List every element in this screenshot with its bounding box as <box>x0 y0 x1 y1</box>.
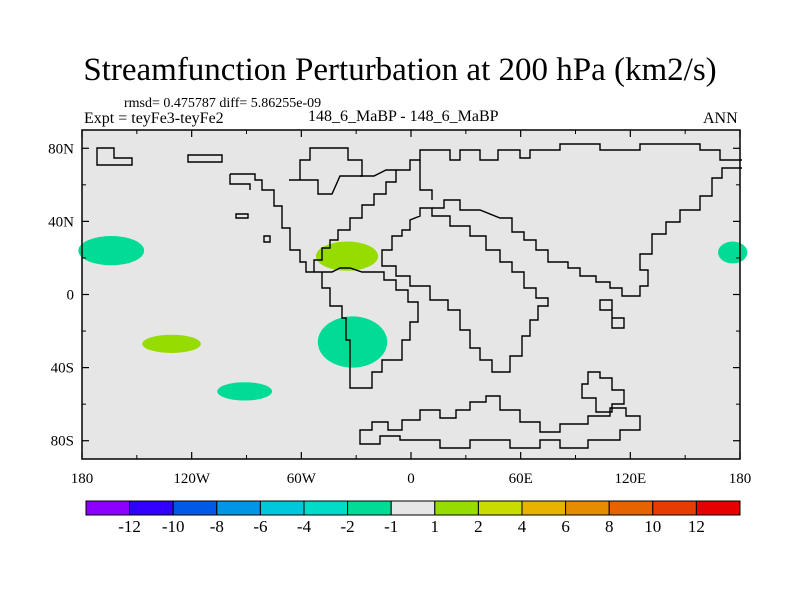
colorbar-swatch <box>390 500 436 516</box>
colorbar-swatch <box>347 500 392 516</box>
colorbar-label: 8 <box>605 517 614 536</box>
plot-title: Streamfunction Perturbation at 200 hPa (… <box>83 52 717 88</box>
anomaly-layer <box>78 236 748 401</box>
colorbar-label: 6 <box>561 517 570 536</box>
coastline-asia <box>432 167 742 297</box>
colorbar: -12 -10 -8 -6 -4 -2 -1 1 2 4 6 8 10 12 <box>85 500 741 536</box>
colorbar-swatch <box>129 500 174 516</box>
x-tick-label: 180 <box>71 471 94 487</box>
anomaly-south-pacific-positive <box>142 334 201 353</box>
anomaly-south-pacific-negative <box>217 382 273 401</box>
x-axis: 180 120W 60W 0 60E 120E 180 <box>71 130 752 487</box>
period-label: ANN <box>703 110 738 127</box>
y-tick-label: 40S <box>51 361 74 377</box>
map-background <box>82 130 740 459</box>
colorbar-swatch <box>434 500 479 516</box>
coastlines <box>96 143 742 449</box>
coastline-australia <box>581 371 625 413</box>
coastline-greenland <box>289 147 363 195</box>
y-tick-label: 80N <box>48 141 74 157</box>
colorbar-swatch <box>172 500 218 516</box>
colorbar-label: 10 <box>644 517 661 536</box>
coastline-baja <box>263 235 271 243</box>
anomaly-north-atlantic-positive <box>315 241 379 271</box>
colorbar-label: 12 <box>688 517 705 536</box>
colorbar-label: 4 <box>518 517 527 536</box>
x-tick-label: 60E <box>509 471 533 487</box>
colorbar-label: -12 <box>118 517 141 536</box>
colorbar-label: -10 <box>162 517 185 536</box>
colorbar-swatch <box>259 500 305 516</box>
colorbar-swatch <box>652 500 697 516</box>
coastline-antarctica <box>359 395 641 449</box>
x-tick-label: 180 <box>729 471 752 487</box>
coastline-europe <box>396 143 742 171</box>
coastline-siberia-inner <box>419 160 433 200</box>
coastline-pacific-coast <box>229 174 251 190</box>
colorbar-label: -4 <box>297 517 312 536</box>
case-label: 148_6_MaBP - 148_6_MaBP <box>308 108 499 125</box>
colorbar-swatch <box>695 500 741 516</box>
colorbar-swatch <box>85 500 131 516</box>
experiment-label: Expt = teyFe3-teyFe2 <box>84 110 224 127</box>
colorbar-swatch <box>216 500 261 516</box>
coastline-alaska-islands <box>235 213 249 219</box>
coastline-arctic-islands <box>96 147 133 166</box>
coastline-south-america <box>314 267 419 389</box>
y-axis: 80N 40N 0 40S 80S <box>48 141 740 450</box>
y-tick-label: 40N <box>48 214 74 230</box>
x-tick-label: 0 <box>407 471 415 487</box>
coastline-africa <box>381 207 549 373</box>
x-tick-label: 60W <box>287 471 317 487</box>
x-tick-label: 120W <box>173 471 211 487</box>
colorbar-swatch <box>608 500 654 516</box>
anomaly-north-pacific-west-negative <box>78 236 145 266</box>
colorbar-label: -6 <box>253 517 267 536</box>
colorbar-label: 1 <box>431 517 440 536</box>
colorbar-label: -1 <box>384 517 398 536</box>
x-tick-label: 120E <box>614 471 646 487</box>
colorbar-swatch <box>303 500 349 516</box>
rmsd-diff-stats: rmsd= 0.475787 diff= 5.86255e-09 <box>124 96 322 111</box>
colorbar-swatch <box>477 500 523 516</box>
colorbar-label: -2 <box>341 517 355 536</box>
anomaly-south-atlantic-negative <box>317 316 388 368</box>
colorbar-swatch <box>521 500 567 516</box>
colorbar-swatch <box>565 500 610 516</box>
colorbar-label: -8 <box>210 517 224 536</box>
coastline-southeast-asia <box>599 299 625 329</box>
y-tick-label: 80S <box>51 434 74 450</box>
coastline-north-america <box>230 169 397 273</box>
coastline-arctic-islands-2 <box>187 154 223 163</box>
anomaly-north-pacific-east-negative <box>718 241 748 264</box>
y-tick-label: 0 <box>67 288 75 304</box>
colorbar-label: 2 <box>474 517 483 536</box>
